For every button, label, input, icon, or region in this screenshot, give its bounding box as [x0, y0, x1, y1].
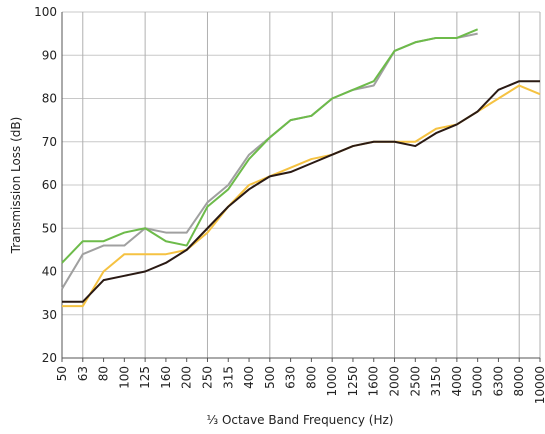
x-tick-label: 1000	[325, 366, 339, 397]
x-tick-label: 2000	[388, 366, 402, 397]
x-tick-label: 8000	[512, 366, 526, 397]
series-line	[61, 28, 479, 264]
y-tick-label: 100	[34, 5, 57, 19]
y-tick-label: 90	[42, 48, 57, 62]
x-tick-label: 125	[138, 366, 152, 389]
x-tick-label: 400	[242, 366, 256, 389]
x-tick-label: 10000	[533, 366, 545, 404]
x-tick-label: 2500	[408, 366, 422, 397]
x-tick-label: 63	[76, 366, 90, 381]
y-tick-label: 80	[42, 92, 57, 106]
x-tick-label: 630	[284, 366, 298, 389]
x-tick-label: 250	[200, 366, 214, 389]
x-tick-label: 160	[159, 366, 173, 389]
x-tick-label: 4000	[450, 366, 464, 397]
x-tick-label: 50	[55, 366, 69, 381]
y-tick-label: 50	[42, 221, 57, 235]
x-axis-label: ⅓ Octave Band Frequency (Hz)	[207, 413, 394, 427]
y-tick-label: 60	[42, 178, 57, 192]
x-tick-label: 5000	[471, 366, 485, 397]
x-tick-label: 6300	[491, 366, 505, 397]
y-tick-label: 20	[42, 351, 57, 365]
x-tick-label: 200	[180, 366, 194, 389]
x-tick-label: 3150	[429, 366, 443, 397]
y-tick-label: 70	[42, 135, 57, 149]
x-tick-label: 1600	[367, 366, 381, 397]
x-tick-label: 800	[304, 366, 318, 389]
series-line	[62, 80, 540, 303]
x-tick-label: 100	[117, 366, 131, 389]
x-tick-label: 315	[221, 366, 235, 389]
y-tick-label: 30	[42, 308, 57, 322]
y-tick-label: 40	[42, 265, 57, 279]
x-tick-label: 500	[263, 366, 277, 389]
x-tick-label: 1250	[346, 366, 360, 397]
x-tick-label: 80	[97, 366, 111, 381]
y-axis-label: Transmission Loss (dB)	[9, 117, 23, 255]
